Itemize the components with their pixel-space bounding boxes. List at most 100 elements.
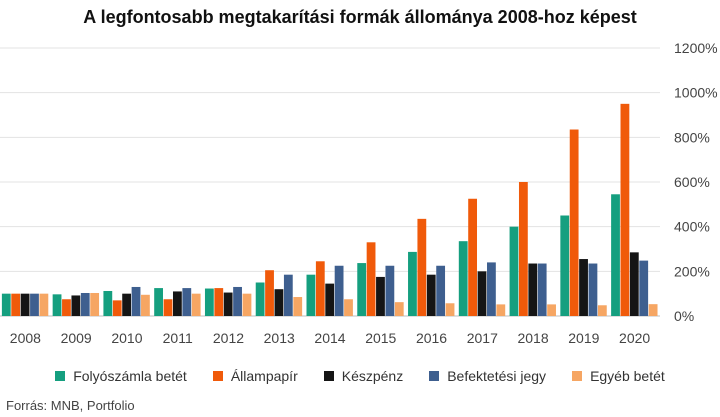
legend-label: Állampapír	[230, 368, 298, 384]
x-tick-label: 2010	[111, 330, 142, 346]
x-tick-label: 2009	[61, 330, 92, 346]
y-tick-label: 200%	[674, 263, 710, 279]
bar	[154, 288, 163, 316]
y-tick-label: 800%	[674, 129, 710, 145]
x-axis-ticks: 2008 2009 2010 2011 2012 2013 2014 2015 2016 2017…	[10, 330, 651, 346]
bar	[620, 103, 630, 316]
bar	[141, 294, 150, 316]
bar	[518, 182, 528, 316]
x-tick-label: 2015	[365, 330, 396, 346]
bar	[588, 263, 598, 316]
y-tick-label: 400%	[674, 219, 710, 235]
bar	[458, 241, 468, 316]
bar	[103, 290, 113, 316]
bar	[71, 295, 81, 316]
bar	[233, 286, 242, 316]
bar	[283, 274, 293, 316]
legend-item: Készpénz	[323, 368, 404, 384]
bar	[39, 293, 49, 316]
bar	[611, 194, 620, 316]
bar	[496, 304, 506, 316]
bar	[30, 293, 39, 316]
legend-swatch	[323, 371, 334, 381]
x-tick-label: 2014	[314, 330, 345, 346]
bar	[204, 288, 214, 316]
bar	[112, 300, 122, 316]
bar	[344, 299, 353, 316]
bar	[191, 293, 201, 316]
bar	[90, 292, 100, 316]
legend-item: Állampapír	[212, 368, 298, 384]
bar	[293, 297, 303, 316]
bars	[1, 103, 658, 316]
y-tick-label: 1200%	[674, 40, 718, 56]
bar	[648, 304, 658, 316]
bar	[436, 265, 446, 316]
bar	[477, 271, 487, 316]
bar	[11, 293, 21, 316]
legend-label: Folyószámla betét	[73, 368, 187, 384]
bar	[385, 265, 395, 316]
bar	[569, 129, 579, 316]
legend-item: Befektetési jegy	[429, 368, 546, 384]
legend-swatch	[572, 371, 583, 381]
bar	[334, 265, 344, 316]
bar	[528, 263, 538, 316]
y-tick-label: 0%	[674, 308, 694, 324]
bar	[357, 263, 367, 316]
y-tick-label: 600%	[674, 174, 710, 190]
bar	[579, 259, 588, 316]
bar	[52, 294, 62, 316]
bar	[417, 218, 427, 316]
bar	[597, 305, 607, 316]
bar	[468, 198, 478, 316]
x-tick-label: 2013	[264, 330, 295, 346]
legend-swatch	[55, 371, 66, 381]
legend-swatch	[212, 371, 223, 381]
y-tick-label: 1000%	[674, 85, 718, 101]
x-tick-label: 2011	[163, 330, 193, 346]
bar	[20, 293, 30, 316]
bar	[122, 293, 132, 316]
x-tick-label: 2020	[619, 330, 650, 346]
bar	[325, 283, 335, 316]
bar	[639, 260, 649, 316]
legend: Folyószámla betét Állampapír Készpénz Befek…	[0, 368, 720, 384]
bar	[376, 276, 385, 316]
bar	[265, 270, 274, 316]
legend-label: Egyéb betét	[590, 368, 665, 384]
bar	[629, 252, 639, 316]
x-tick-label: 2008	[10, 330, 41, 346]
bar	[242, 293, 252, 316]
bar	[315, 261, 325, 316]
x-tick-label: 2012	[213, 330, 244, 346]
x-tick-label: 2016	[416, 330, 447, 346]
bar	[408, 251, 417, 316]
bar	[223, 292, 233, 316]
bar	[426, 274, 436, 316]
bar	[274, 289, 284, 316]
bar	[537, 263, 547, 316]
bar	[306, 274, 316, 316]
bar	[182, 288, 192, 316]
x-tick-label: 2018	[517, 330, 548, 346]
chart-title: A legfontosabb megtakarítási formák állo…	[83, 7, 637, 27]
bar	[131, 286, 141, 316]
legend-item: Folyószámla betét	[55, 368, 187, 384]
y-axis-ticks: 0% 200% 400% 600% 800% 1000% 1200%	[674, 40, 718, 324]
bar	[560, 215, 570, 316]
bar	[487, 262, 496, 316]
x-tick-label: 2019	[568, 330, 599, 346]
bar	[255, 282, 265, 316]
bar	[1, 293, 11, 316]
source-note: Forrás: MNB, Portfolio	[6, 398, 135, 413]
bar	[394, 302, 404, 316]
bar	[80, 292, 90, 316]
bar	[62, 299, 71, 316]
legend-swatch	[429, 371, 440, 381]
bar	[214, 288, 224, 316]
bar	[366, 242, 376, 316]
legend-label: Készpénz	[341, 368, 404, 384]
bar	[509, 226, 519, 316]
